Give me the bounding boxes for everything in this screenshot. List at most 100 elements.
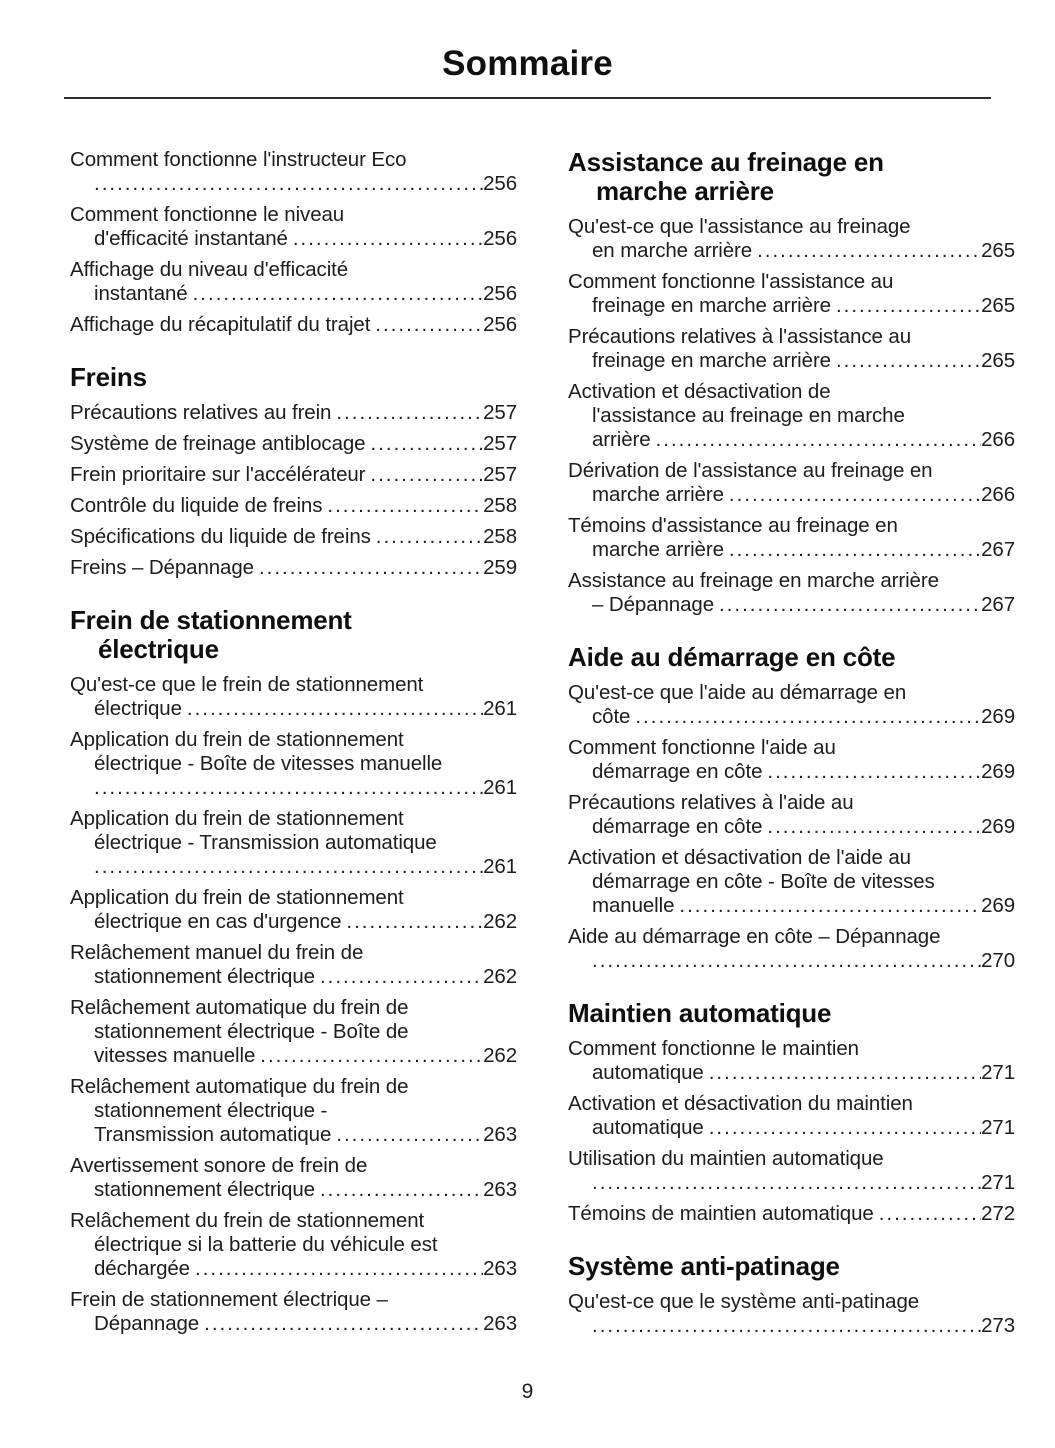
toc-entry: Application du frein de stationnement éle… xyxy=(70,728,517,800)
entry-line-text: côte xyxy=(592,705,631,728)
entry-leader-line: démarrage en côte 269 xyxy=(568,815,1015,839)
entry-page-number: 269 xyxy=(981,815,1015,838)
entry-line: électrique - Transmission automatique xyxy=(94,831,437,854)
section-heading-line: Freins xyxy=(70,362,147,392)
entry-line-text: électrique en cas d'urgence xyxy=(94,910,342,933)
entry-leader-line: freinage en marche arrière 265 xyxy=(568,349,1015,373)
dot-leader xyxy=(94,855,483,879)
entry-page-number: 258 xyxy=(483,525,517,548)
entry-leader-line: Système de freinage antiblocage 257 xyxy=(70,432,517,456)
entry-line: Relâchement manuel du frein de xyxy=(70,941,364,964)
entry-page-number: 265 xyxy=(981,239,1015,262)
entry-line: électrique - Boîte de vitesses manuelle xyxy=(94,752,443,775)
dot-leader xyxy=(346,910,483,934)
entry-line-text: – Dépannage xyxy=(592,593,715,616)
dot-leader xyxy=(592,1314,981,1338)
entry-line: Activation et désactivation de xyxy=(568,380,831,403)
entry-line-text: Dépannage xyxy=(94,1312,200,1335)
entry-line: Précautions relatives à l'aide au xyxy=(568,791,854,814)
dot-leader xyxy=(709,1061,981,1085)
entry-line-text: manuelle xyxy=(592,894,675,917)
entry-line: Comment fonctionne l'aide au xyxy=(568,736,836,759)
toc-section: Comment fonctionne l'instructeur Eco256C… xyxy=(70,148,517,337)
entry-leader-line: 271 xyxy=(568,1171,1015,1195)
entry-leader-line: freinage en marche arrière 265 xyxy=(568,294,1015,318)
entry-line-text: stationnement électrique xyxy=(94,965,315,988)
dot-leader xyxy=(336,1123,483,1147)
toc-section: Assistance au freinage en marche arrière Q… xyxy=(568,148,1015,617)
entry-page-number: 263 xyxy=(483,1312,517,1335)
entry-leader-line: 261 xyxy=(70,776,517,800)
toc-entry: Relâchement manuel du frein de stationnem… xyxy=(70,941,517,989)
entry-leader-line: arrière 266 xyxy=(568,428,1015,452)
entry-line: Application du frein de stationnement xyxy=(70,886,404,909)
dot-leader xyxy=(293,227,483,251)
toc-columns: Comment fonctionne l'instructeur Eco256C… xyxy=(0,99,1055,1345)
toc-entry: Précautions relatives au frein 257 xyxy=(70,401,517,425)
section-heading-line: marche arrière xyxy=(596,176,774,206)
entry-line: Comment fonctionne le niveau xyxy=(70,203,345,226)
dot-leader xyxy=(259,556,483,580)
dot-leader xyxy=(635,705,981,729)
entry-page-number: 267 xyxy=(981,538,1015,561)
toc-section: Système anti-patinage Qu'est-ce que le sy… xyxy=(568,1252,1015,1338)
entry-line: Activation et désactivation du maintien xyxy=(568,1092,913,1115)
entry-page-number: 269 xyxy=(981,705,1015,728)
entry-line: stationnement électrique - Boîte de xyxy=(94,1020,409,1043)
entry-page-number: 256 xyxy=(483,172,517,195)
entry-page-number: 261 xyxy=(483,855,517,878)
entry-page-number: 263 xyxy=(483,1178,517,1201)
entry-line: Qu'est-ce que le frein de stationnement xyxy=(70,673,424,696)
entry-line: Application du frein de stationnement xyxy=(70,728,404,751)
entry-leader-line: 256 xyxy=(70,172,517,196)
entry-line-text: automatique xyxy=(592,1061,704,1084)
entry-leader-line: Frein prioritaire sur l'accélérateur 257 xyxy=(70,463,517,487)
entry-line-text: instantané xyxy=(94,282,188,305)
dot-leader xyxy=(719,593,981,617)
toc-entry: Contrôle du liquide de freins 258 xyxy=(70,494,517,518)
entry-line-text: Affichage du récapitulatif du trajet xyxy=(70,313,371,336)
entry-line: Aide au démarrage en côte – Dépannage xyxy=(568,925,941,948)
entry-line-text: déchargée xyxy=(94,1257,190,1280)
entry-line: Qu'est-ce que le système anti-patinage xyxy=(568,1290,920,1313)
toc-entry: Qu'est-ce que l'aide au démarrage en côte… xyxy=(568,681,1015,729)
dot-leader xyxy=(370,432,483,456)
section-heading-line: Frein de stationnement xyxy=(70,605,352,635)
entry-page-number: 272 xyxy=(981,1202,1015,1225)
toc-entry: Activation et désactivation de l'assistan… xyxy=(568,380,1015,452)
toc-entry: Avertissement sonore de frein de stationn… xyxy=(70,1154,517,1202)
entry-leader-line: Affichage du récapitulatif du trajet 256 xyxy=(70,313,517,337)
entry-line: l'assistance au freinage en marche xyxy=(592,404,905,427)
entry-leader-line: marche arrière 266 xyxy=(568,483,1015,507)
toc-entry: Aide au démarrage en côte – Dépannage 270 xyxy=(568,925,1015,973)
entry-line: électrique si la batterie du véhicule es… xyxy=(94,1233,438,1256)
entry-leader-line: Précautions relatives au frein 257 xyxy=(70,401,517,425)
section-heading: Freins xyxy=(70,363,517,392)
entry-line-text: électrique xyxy=(94,697,182,720)
dot-leader xyxy=(836,294,981,318)
entry-line: Comment fonctionne l'assistance au xyxy=(568,270,894,293)
entry-leader-line: 273 xyxy=(568,1314,1015,1338)
entry-leader-line: 261 xyxy=(70,855,517,879)
entry-leader-line: d'efficacité instantané 256 xyxy=(70,227,517,251)
entry-line: stationnement électrique - xyxy=(94,1099,328,1122)
entry-page-number: 259 xyxy=(483,556,517,579)
entry-leader-line: vitesses manuelle 262 xyxy=(70,1044,517,1068)
entry-leader-line: Contrôle du liquide de freins 258 xyxy=(70,494,517,518)
entry-page-number: 269 xyxy=(981,894,1015,917)
entry-page-number: 271 xyxy=(981,1061,1015,1084)
entry-line-text: freinage en marche arrière xyxy=(592,294,831,317)
dot-leader xyxy=(187,697,483,721)
entry-leader-line: stationnement électrique 262 xyxy=(70,965,517,989)
entry-line-text: Système de freinage antiblocage xyxy=(70,432,366,455)
entry-page-number: 265 xyxy=(981,294,1015,317)
section-heading: Aide au démarrage en côte xyxy=(568,643,1015,672)
toc-entry: Qu'est-ce que l'assistance au freinage en… xyxy=(568,215,1015,263)
entry-leader-line: déchargée 263 xyxy=(70,1257,517,1281)
toc-entry: Qu'est-ce que le système anti-patinage 27… xyxy=(568,1290,1015,1338)
entry-page-number: 265 xyxy=(981,349,1015,372)
entry-line: Application du frein de stationnement xyxy=(70,807,404,830)
section-heading-line: Assistance au freinage en xyxy=(568,147,884,177)
toc-entry: Application du frein de stationnement éle… xyxy=(70,886,517,934)
